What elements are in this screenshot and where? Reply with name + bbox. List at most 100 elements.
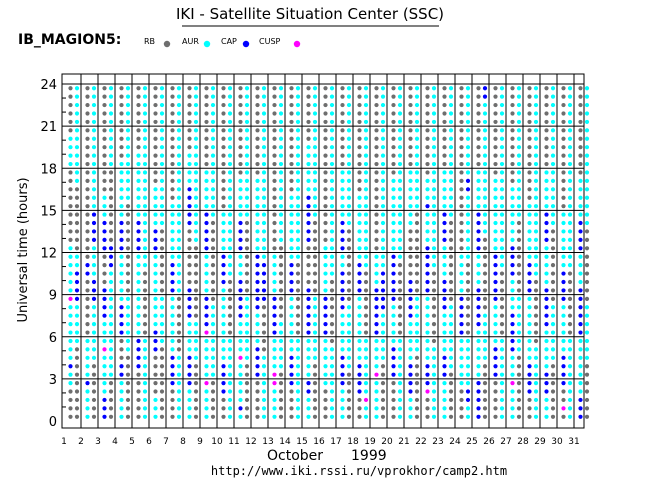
point-rb: [459, 397, 464, 403]
point-aur: [187, 330, 192, 335]
point-aur: [544, 397, 549, 403]
point-rb: [278, 313, 284, 318]
point-aur: [363, 347, 369, 352]
point-aur: [323, 372, 328, 377]
point-rb: [306, 102, 311, 108]
point-aur: [442, 313, 447, 318]
y-tick-label: 21: [40, 120, 57, 135]
point-rb: [289, 397, 294, 403]
point-aur: [255, 178, 260, 183]
point-cap: [340, 355, 345, 360]
point-aur: [584, 212, 590, 217]
point-aur: [448, 94, 454, 99]
point-aur: [210, 322, 216, 327]
point-rb: [448, 296, 454, 301]
point-rb: [244, 279, 250, 285]
point-rb: [74, 372, 80, 377]
point-aur: [108, 102, 114, 108]
point-aur: [516, 212, 522, 217]
y-axis-label: Universal time (hours): [16, 177, 31, 322]
point-rb: [363, 313, 369, 318]
point-aur: [363, 220, 369, 226]
point-rb: [340, 128, 345, 133]
point-aur: [567, 347, 573, 352]
point-rb: [414, 246, 420, 251]
point-rb: [391, 389, 396, 394]
point-aur: [119, 288, 124, 293]
x-tick-label: 12: [245, 437, 256, 447]
point-rb: [85, 296, 90, 301]
point-rb: [238, 94, 243, 99]
point-aur: [227, 372, 233, 377]
point-aur: [142, 212, 148, 217]
point-rb: [102, 145, 107, 150]
point-aur: [204, 355, 209, 360]
point-aur: [159, 322, 165, 327]
point-aur: [68, 355, 73, 360]
point-aur: [374, 389, 379, 394]
point-rb: [363, 322, 369, 327]
point-rb: [374, 204, 379, 209]
point-aur: [204, 279, 209, 285]
point-aur: [142, 338, 148, 344]
point-rb: [153, 86, 158, 91]
point-rb: [544, 136, 549, 141]
point-aur: [176, 204, 182, 209]
point-aur: [210, 313, 216, 318]
point-rb: [363, 288, 369, 293]
point-rb: [584, 263, 590, 268]
point-aur: [159, 338, 165, 344]
point-rb: [221, 414, 226, 419]
point-aur: [176, 102, 182, 108]
point-aur: [476, 263, 481, 268]
point-cap: [238, 237, 243, 242]
point-rb: [374, 161, 379, 167]
point-rb: [272, 204, 277, 209]
point-aur: [397, 86, 403, 91]
point-rb: [323, 161, 328, 167]
point-aur: [510, 212, 515, 217]
point-aur: [238, 338, 243, 344]
point-aur: [459, 380, 464, 386]
point-cap: [510, 338, 515, 344]
point-aur: [459, 288, 464, 293]
point-cap: [510, 263, 515, 268]
point-aur: [425, 330, 430, 335]
point-aur: [431, 355, 437, 360]
point-aur: [465, 254, 471, 259]
point-cap: [578, 220, 583, 226]
point-aur: [261, 380, 267, 386]
point-rb: [414, 372, 420, 377]
x-tick-label: 7: [163, 437, 169, 447]
point-cap: [255, 296, 260, 301]
point-aur: [210, 347, 216, 352]
point-rb: [278, 288, 284, 293]
point-cap: [391, 364, 396, 369]
point-cap: [442, 279, 447, 285]
point-cap: [510, 330, 515, 335]
point-aur: [176, 254, 182, 259]
point-rb: [414, 279, 420, 285]
point-rb: [136, 380, 141, 386]
legend: RB AUR CAP CUSP: [144, 37, 301, 48]
point-aur: [380, 111, 386, 116]
point-aur: [346, 119, 352, 125]
point-aur: [414, 178, 420, 183]
point-aur: [323, 347, 328, 352]
point-aur: [397, 212, 403, 217]
point-aur: [142, 364, 148, 369]
point-rb: [85, 254, 90, 259]
point-rb: [578, 161, 583, 167]
point-aur: [533, 111, 539, 116]
point-aur: [142, 161, 148, 167]
point-rb: [408, 254, 413, 259]
point-rb: [408, 102, 413, 108]
point-rb: [74, 355, 80, 360]
point-aur: [329, 246, 335, 251]
point-aur: [74, 145, 80, 150]
point-rb: [68, 414, 73, 419]
point-aur: [465, 406, 471, 411]
point-rb: [346, 237, 352, 242]
point-aur: [544, 263, 549, 268]
point-aur: [193, 195, 199, 200]
